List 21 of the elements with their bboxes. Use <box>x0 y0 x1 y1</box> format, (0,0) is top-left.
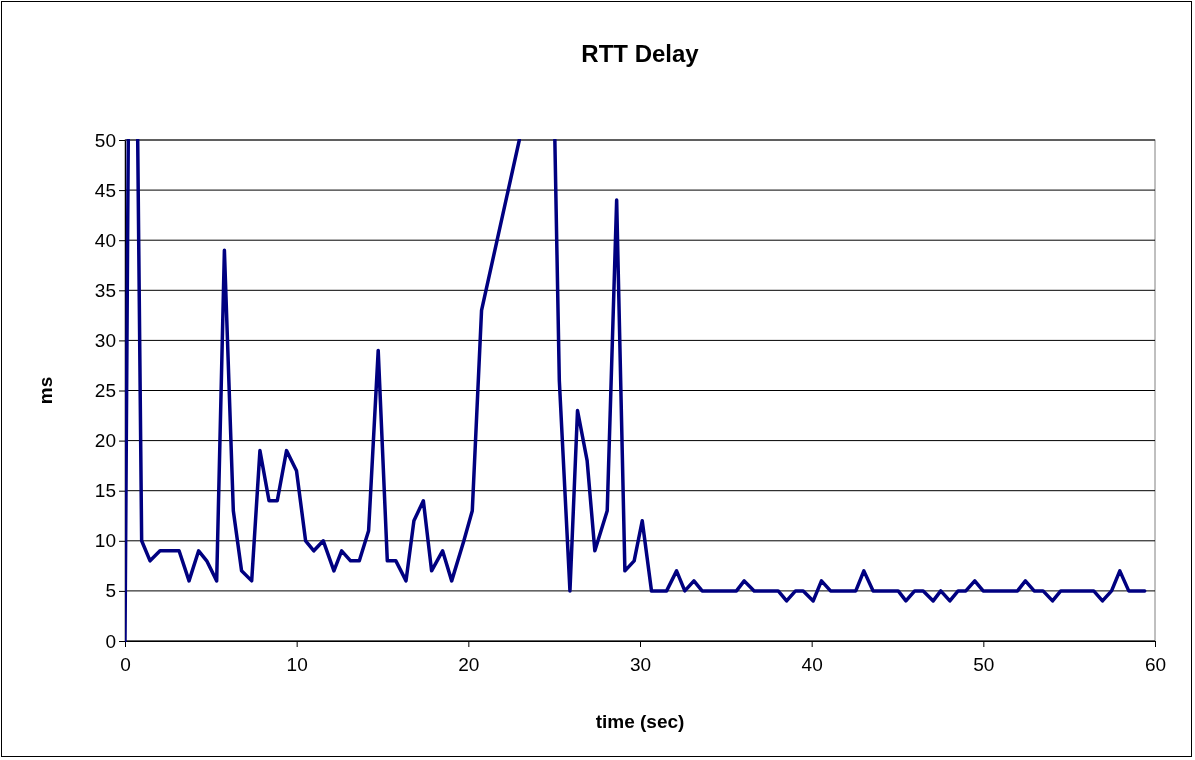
chart-title: RTT Delay <box>581 40 700 67</box>
y-tick-label: 15 <box>94 480 116 502</box>
y-tick-label: 10 <box>94 530 116 552</box>
x-tick-label: 60 <box>1144 653 1167 675</box>
y-tick-label: 0 <box>105 630 116 652</box>
y-tick-label: 5 <box>105 580 116 602</box>
x-tick-label: 30 <box>629 653 652 675</box>
x-tick-label: 20 <box>458 653 480 675</box>
y-tick-label: 35 <box>94 279 116 301</box>
y-tick-label: 50 <box>94 129 116 151</box>
x-tick-label: 40 <box>801 653 823 675</box>
x-tick-label: 10 <box>286 653 308 675</box>
y-tick-label: 45 <box>94 179 116 201</box>
y-tick-label: 25 <box>94 380 116 402</box>
y-tick-label: 40 <box>94 229 116 251</box>
y-tick-label: 20 <box>94 430 116 452</box>
y-tick-label: 30 <box>94 329 116 351</box>
y-axis-title: ms <box>35 376 56 405</box>
x-tick-label: 50 <box>973 653 995 675</box>
x-axis-title: time (sec) <box>595 711 685 732</box>
x-tick-label: 0 <box>120 653 131 675</box>
